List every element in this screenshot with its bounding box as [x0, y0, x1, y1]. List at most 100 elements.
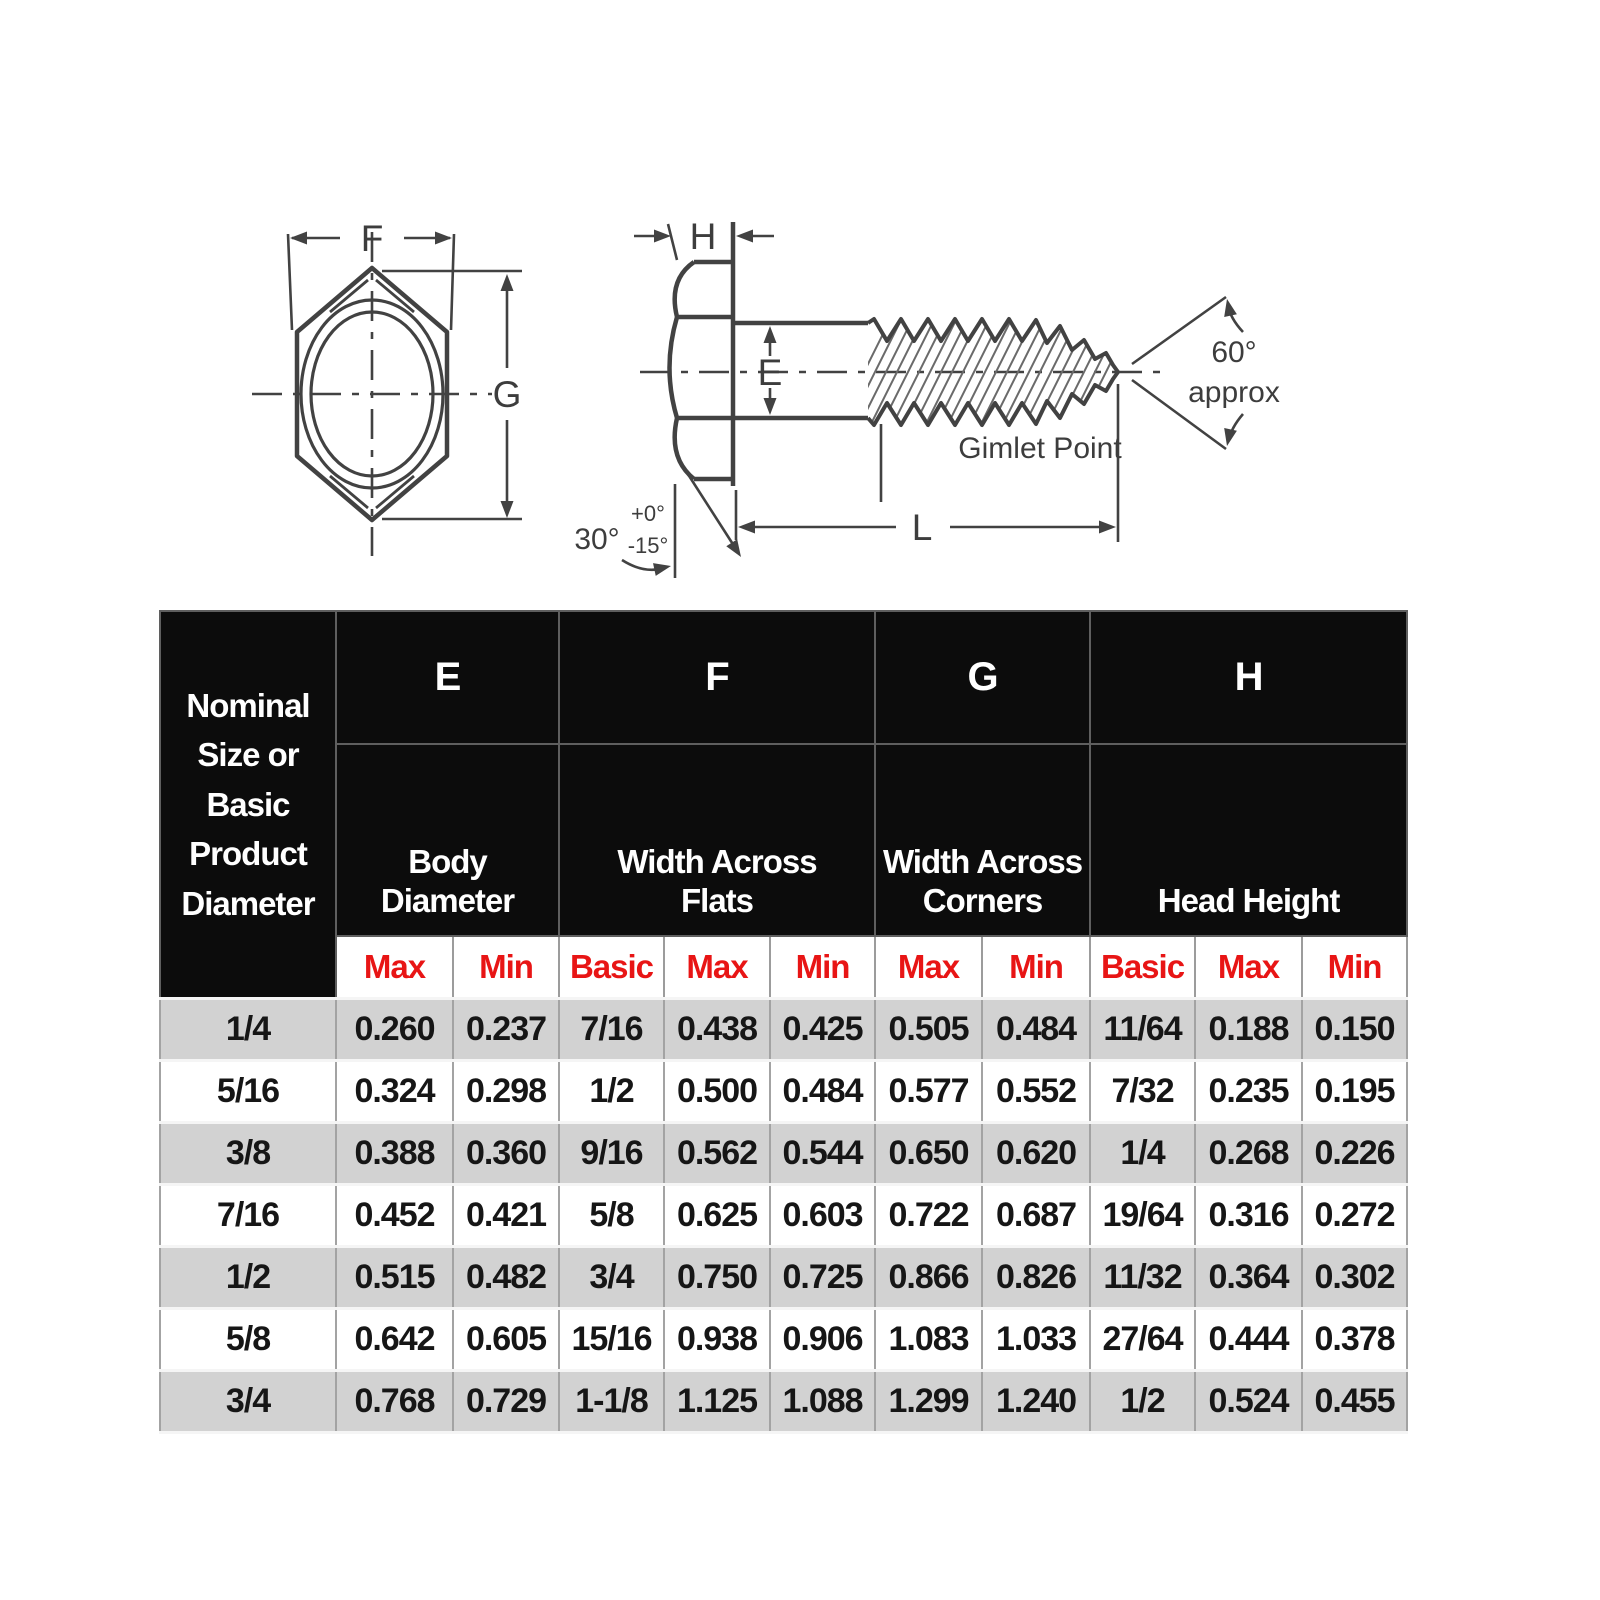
table-cell: 0.260 [335, 996, 454, 1062]
corner-header: Nominal Size or Basic Product Diameter [159, 610, 337, 999]
arrowhead [435, 231, 452, 245]
table-cell: 0.642 [335, 1306, 454, 1372]
table-row: 5/16 0.324 0.298 1/2 0.500 0.484 0.577 0.552 7/3… [159, 1058, 1409, 1124]
dim-label-f: F [361, 218, 384, 259]
table-cell: 0.482 [452, 1244, 560, 1310]
lag-screw-dimension-table: Nominal Size or Basic Product Diameter E… [159, 610, 1409, 1434]
table-cell: 0.237 [452, 996, 560, 1062]
hex-head-front-view: F G [252, 218, 522, 556]
table-cell: 0.500 [663, 1058, 771, 1124]
table-row: 3/8 0.388 0.360 9/16 0.562 0.544 0.650 0.620 1/4… [159, 1120, 1409, 1186]
table-cell: 1.033 [981, 1306, 1092, 1372]
subheader-cell: Min [768, 935, 877, 999]
subheader-cell: Basic [558, 935, 665, 999]
table-cell: 11/32 [1089, 1244, 1197, 1310]
subheader-cell: Min [1301, 935, 1409, 999]
subheader-cell: Min [981, 935, 1092, 999]
table-cell: 9/16 [558, 1120, 665, 1186]
table-row: 1/4 0.260 0.237 7/16 0.438 0.425 0.505 0.484 11/… [159, 996, 1409, 1062]
table-cell: 1.088 [768, 1368, 877, 1434]
arrowhead [736, 229, 753, 243]
table-cell: 0.364 [1194, 1244, 1304, 1310]
table-cell: 5/8 [159, 1306, 337, 1372]
table-cell: 0.188 [1194, 996, 1304, 1062]
table-cell: 0.378 [1301, 1306, 1409, 1372]
point-angle-qualifier: approx [1188, 376, 1280, 409]
table-cell: 0.938 [663, 1306, 771, 1372]
table-cell: 0.316 [1194, 1182, 1304, 1248]
table-cell: 0.625 [663, 1182, 771, 1248]
group-header-e: E [335, 610, 560, 745]
group-header-h: H [1089, 610, 1409, 745]
table-cell: 1/4 [1089, 1120, 1197, 1186]
table-cell: 7/32 [1089, 1058, 1197, 1124]
gimlet-point-label: Gimlet Point [958, 432, 1122, 465]
table-cell: 0.768 [335, 1368, 454, 1434]
table-cell: 0.388 [335, 1120, 454, 1186]
subheader-cell: Min [452, 935, 560, 999]
table-cell: 5/16 [159, 1058, 337, 1124]
table-cell: 11/64 [1089, 996, 1197, 1062]
table-cell: 0.484 [768, 1058, 877, 1124]
table-cell: 1.125 [663, 1368, 771, 1434]
arrowhead [653, 563, 671, 576]
subheader-cell: Max [874, 935, 984, 999]
group-name-width-across-flats: Width Across Flats [557, 743, 877, 937]
table-cell: 0.324 [335, 1058, 454, 1124]
table-cell: 0.452 [335, 1182, 454, 1248]
head-angle-tol-plus: +0° [631, 501, 665, 526]
dim-label-g: G [493, 374, 522, 415]
table-cell: 0.484 [981, 996, 1092, 1062]
corner-header-text: Nominal Size or Basic Product Diameter [181, 686, 315, 922]
table-cell: 1.083 [874, 1306, 984, 1372]
subheader-cell: Max [335, 935, 454, 999]
table-cell: 0.195 [1301, 1058, 1409, 1124]
table-cell: 0.552 [981, 1058, 1092, 1124]
table-cell: 0.268 [1194, 1120, 1304, 1186]
table-cell: 0.620 [981, 1120, 1092, 1186]
dim-label-h: H [690, 216, 717, 257]
table-cell: 0.302 [1301, 1244, 1409, 1310]
table-cell: 0.505 [874, 996, 984, 1062]
table-cell: 0.826 [981, 1244, 1092, 1310]
table-cell: 1/2 [1089, 1368, 1197, 1434]
table-cell: 0.544 [768, 1120, 877, 1186]
table-cell: 3/4 [558, 1244, 665, 1310]
table-cell: 0.603 [768, 1182, 877, 1248]
threaded-section [866, 317, 1120, 427]
table-row: 7/16 0.452 0.421 5/8 0.625 0.603 0.722 0.687 19/… [159, 1182, 1409, 1248]
table-cell: 0.866 [874, 1244, 984, 1310]
table-cell: 5/8 [558, 1182, 665, 1248]
table-cell: 0.515 [335, 1244, 454, 1310]
subheader-cell: Max [1194, 935, 1304, 999]
table-cell: 0.444 [1194, 1306, 1304, 1372]
table-cell: 0.438 [663, 996, 771, 1062]
table-cell: 15/16 [558, 1306, 665, 1372]
arrowhead [1224, 299, 1237, 317]
arrowhead [1224, 428, 1237, 446]
arrowhead [763, 326, 777, 343]
table-cell: 0.906 [768, 1306, 877, 1372]
table-cell: 0.150 [1301, 996, 1409, 1062]
arrowhead [654, 229, 671, 243]
table-cell: 0.750 [663, 1244, 771, 1310]
table-cell: 0.298 [452, 1058, 560, 1124]
table-cell: 7/16 [159, 1182, 337, 1248]
table-cell: 19/64 [1089, 1182, 1197, 1248]
table-cell: 0.650 [874, 1120, 984, 1186]
arrowhead [500, 274, 514, 291]
table-cell: 1-1/8 [558, 1368, 665, 1434]
table-cell: 0.226 [1301, 1120, 1409, 1186]
table-cell: 1/2 [558, 1058, 665, 1124]
group-header-f: F [557, 610, 877, 745]
table-cell: 0.235 [1194, 1058, 1304, 1124]
table-cell: 0.455 [1301, 1368, 1409, 1434]
table-cell: 0.562 [663, 1120, 771, 1186]
table-cell: 0.577 [874, 1058, 984, 1124]
arrowhead [763, 398, 777, 415]
point-angle-label: 60° [1211, 336, 1256, 369]
table-cell: 1/2 [159, 1244, 337, 1310]
subheader-cell: Basic [1089, 935, 1197, 999]
table-cell: 0.272 [1301, 1182, 1409, 1248]
group-name-body-diameter: Body Diameter [335, 743, 560, 937]
